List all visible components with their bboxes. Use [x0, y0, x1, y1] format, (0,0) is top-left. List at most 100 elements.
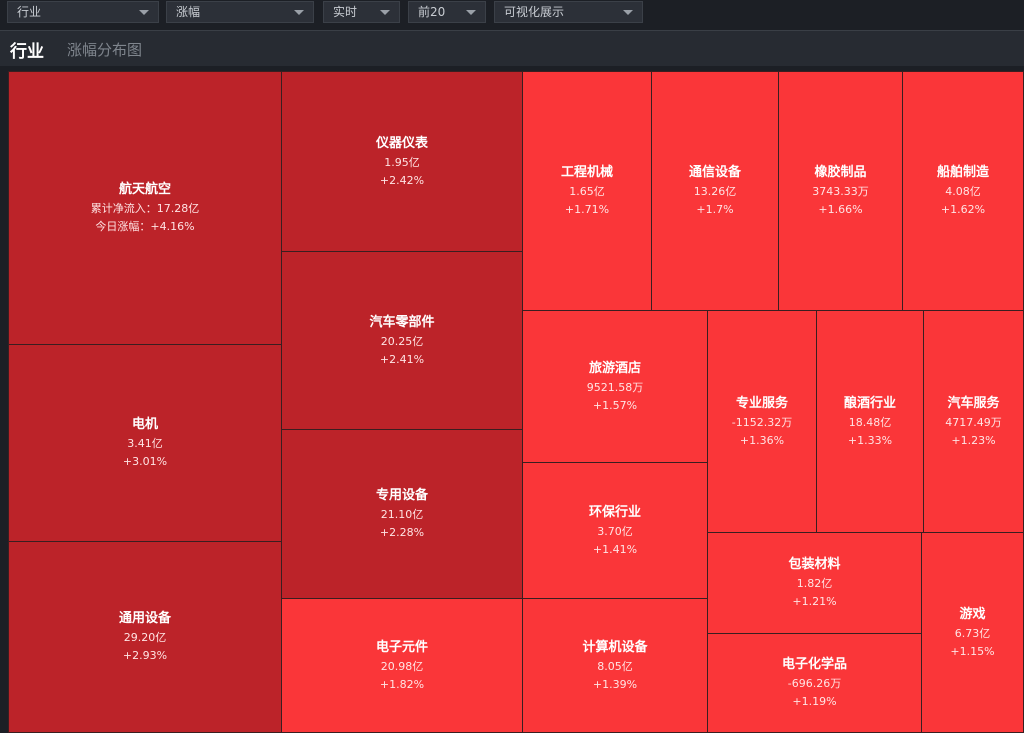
top-n-dropdown[interactable]: 前20 — [408, 1, 486, 23]
tile-change: +1.66% — [818, 203, 863, 216]
tile-tongxin[interactable]: 通信设备 13.26亿 +1.7% — [651, 71, 779, 311]
tile-name: 旅游酒店 — [588, 360, 641, 376]
tile-name: 橡胶制品 — [814, 165, 867, 180]
tile-name: 游戏 — [959, 606, 986, 622]
tile-lvyou[interactable]: 旅游酒店 9521.58万 +1.57% — [522, 310, 708, 463]
chevron-down-icon — [466, 10, 476, 15]
tile-inflow: -696.26万 — [787, 677, 842, 690]
tile-name: 电机 — [131, 417, 158, 432]
tile-change: +1.82% — [379, 677, 425, 691]
tile-change: +1.39% — [592, 677, 638, 691]
top-n-dropdown-value: 前20 — [418, 5, 446, 19]
tile-change: +1.7% — [696, 203, 734, 216]
page-subtitle: 涨幅分布图 — [67, 41, 143, 59]
tile-name: 环保行业 — [588, 504, 641, 520]
tile-inflow: 13.26亿 — [693, 185, 737, 198]
tile-inflow: 29.20亿 — [123, 631, 167, 644]
tile-chuanbo[interactable]: 船舶制造 4.08亿 +1.62% — [902, 71, 1024, 311]
tile-inflow: 1.95亿 — [384, 155, 420, 169]
category-dropdown-value: 行业 — [17, 5, 42, 19]
tile-name: 汽车服务 — [947, 395, 1000, 411]
tile-inflow: 1.82亿 — [796, 577, 833, 590]
tile-inflow: -1152.32万 — [731, 415, 793, 429]
tile-change: +1.15% — [950, 644, 995, 658]
tile-change: +1.41% — [592, 542, 638, 556]
chevron-down-icon — [623, 10, 633, 15]
tile-qiche-lbj[interactable]: 汽车零部件 20.25亿 +2.41% — [281, 251, 523, 430]
tile-dianji[interactable]: 电机 3.41亿 +3.01% — [8, 344, 282, 542]
tile-change: +2.28% — [379, 526, 425, 539]
tile-youxi[interactable]: 游戏 6.73亿 +1.15% — [921, 532, 1024, 733]
chevron-down-icon — [380, 10, 390, 15]
tile-name: 电子元件 — [375, 639, 428, 655]
tile-qiche-fw[interactable]: 汽车服务 4717.49万 +1.23% — [923, 310, 1024, 533]
tile-change: +1.36% — [739, 433, 785, 447]
filter-toolbar: 行业 涨幅 实时 前20 可视化展示 — [0, 0, 1024, 28]
tile-inflow: 累计净流入：17.28亿 — [90, 202, 200, 215]
tile-name: 电子化学品 — [781, 657, 847, 672]
period-dropdown-value: 实时 — [333, 5, 358, 19]
tile-name: 航天航空 — [118, 182, 171, 197]
tile-name: 船舶制造 — [936, 165, 989, 180]
tile-inflow: 20.25亿 — [380, 334, 424, 348]
tile-change: +1.33% — [847, 433, 893, 447]
tile-inflow: 9521.58万 — [586, 380, 644, 394]
tile-name: 工程机械 — [560, 165, 613, 180]
tile-hangtian[interactable]: 航天航空 累计净流入：17.28亿 今日涨幅：+4.16% — [8, 71, 282, 345]
title-bar: 行业 涨幅分布图 — [0, 30, 1024, 66]
metric-dropdown[interactable]: 涨幅 — [166, 1, 314, 23]
tile-change: +1.71% — [564, 203, 610, 216]
tile-inflow: 8.05亿 — [597, 659, 633, 673]
category-dropdown[interactable]: 行业 — [7, 1, 159, 23]
tile-xiangjiao[interactable]: 橡胶制品 3743.33万 +1.66% — [778, 71, 903, 311]
tile-yiqi[interactable]: 仪器仪表 1.95亿 +2.42% — [281, 71, 523, 252]
page-title: 行业 — [10, 42, 44, 62]
tile-change: +2.41% — [379, 352, 425, 366]
tile-inflow: 21.10亿 — [380, 508, 424, 521]
tile-name: 包装材料 — [788, 557, 841, 572]
tile-name: 仪器仪表 — [375, 135, 428, 151]
tile-inflow: 3.41亿 — [127, 437, 163, 450]
tile-huanbao[interactable]: 环保行业 3.70亿 +1.41% — [522, 462, 708, 599]
tile-inflow: 4.08亿 — [945, 185, 981, 198]
tile-name: 通用设备 — [118, 611, 171, 626]
tile-change: +1.23% — [951, 433, 996, 447]
tile-change: +3.01% — [122, 455, 168, 468]
tile-zhuanye[interactable]: 专业服务 -1152.32万 +1.36% — [707, 310, 817, 533]
view-dropdown[interactable]: 可视化展示 — [494, 1, 643, 23]
tile-name: 通信设备 — [688, 165, 741, 180]
tile-name: 汽车零部件 — [369, 314, 435, 330]
view-dropdown-value: 可视化展示 — [504, 5, 565, 19]
tile-dianzi-hx[interactable]: 电子化学品 -696.26万 +1.19% — [707, 633, 922, 733]
tile-inflow: 20.98亿 — [380, 659, 424, 673]
chevron-down-icon — [139, 10, 149, 15]
tile-dianzi-yj[interactable]: 电子元件 20.98亿 +1.82% — [281, 598, 523, 733]
tile-name: 计算机设备 — [582, 639, 648, 655]
tile-name: 酿酒行业 — [843, 395, 896, 411]
tile-baozhuang[interactable]: 包装材料 1.82亿 +1.21% — [707, 532, 922, 634]
metric-dropdown-value: 涨幅 — [176, 5, 201, 19]
tile-inflow: 1.65亿 — [569, 185, 605, 198]
tile-inflow: 6.73亿 — [954, 626, 991, 640]
tile-change: +1.62% — [940, 203, 986, 216]
tile-gongcheng[interactable]: 工程机械 1.65亿 +1.71% — [522, 71, 652, 311]
chevron-down-icon — [294, 10, 304, 15]
tile-change: +1.57% — [592, 398, 638, 412]
tile-change: +2.93% — [122, 649, 168, 662]
tile-change: +1.19% — [792, 695, 837, 708]
tile-tongyong[interactable]: 通用设备 29.20亿 +2.93% — [8, 541, 282, 733]
tile-inflow: 18.48亿 — [848, 415, 892, 429]
tile-zhuanyong[interactable]: 专用设备 21.10亿 +2.28% — [281, 429, 523, 599]
tile-change: 今日涨幅：+4.16% — [95, 220, 195, 233]
tile-name: 专用设备 — [375, 488, 428, 503]
tile-inflow: 3743.33万 — [812, 185, 869, 198]
tile-niangjiu[interactable]: 酿酒行业 18.48亿 +1.33% — [816, 310, 924, 533]
tile-jisuanji[interactable]: 计算机设备 8.05亿 +1.39% — [522, 598, 708, 733]
tile-name: 专业服务 — [735, 395, 788, 411]
industry-treemap: 航天航空 累计净流入：17.28亿 今日涨幅：+4.16% 电机 3.41亿 +… — [8, 71, 1024, 733]
tile-inflow: 3.70亿 — [597, 524, 633, 538]
tile-inflow: 4717.49万 — [945, 415, 1002, 429]
tile-change: +1.21% — [792, 595, 837, 608]
period-dropdown[interactable]: 实时 — [323, 1, 400, 23]
tile-change: +2.42% — [379, 173, 425, 187]
